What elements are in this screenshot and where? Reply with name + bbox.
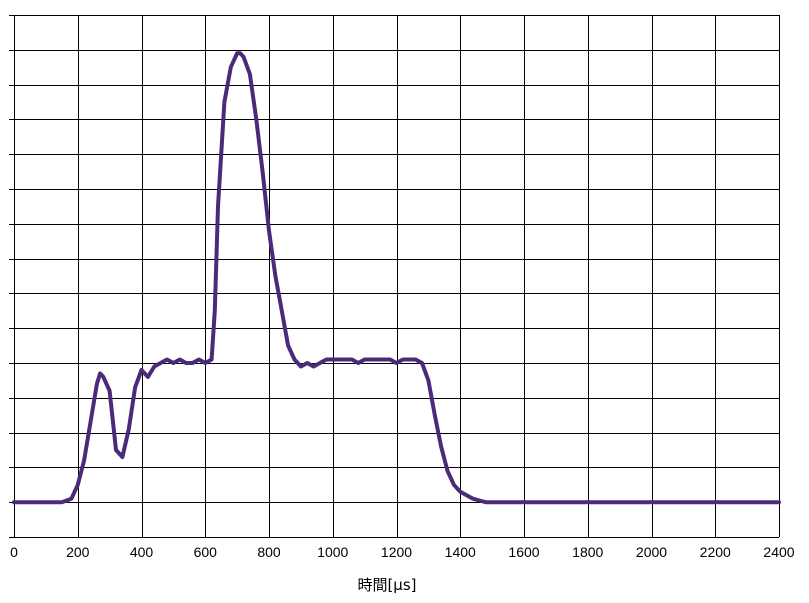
x-tick-label: 800: [257, 544, 281, 560]
x-tick-label: 1800: [572, 544, 603, 560]
x-tick-label: 1200: [381, 544, 412, 560]
x-tick-label: 1600: [508, 544, 539, 560]
x-tick-label: 400: [130, 544, 154, 560]
x-tick-label: 2000: [636, 544, 667, 560]
x-tick-label: 1000: [317, 544, 348, 560]
x-tick-label: 1400: [445, 544, 476, 560]
x-axis-label: 時間[μs]: [357, 576, 416, 594]
x-tick-label: 2200: [700, 544, 731, 560]
x-tick-label: 200: [66, 544, 90, 560]
y-gridlines: [14, 15, 779, 538]
x-tick-labels: 0 200 400 600 800 1000 1200 1400 1600 1800 2000 220…: [10, 544, 795, 560]
x-gridlines: [14, 15, 780, 537]
x-tick-label: 0: [10, 544, 18, 560]
x-tick-label: 2400: [763, 544, 794, 560]
y-tick-marks: [9, 15, 14, 538]
series-line: [12, 51, 781, 505]
x-tick-label: 600: [194, 544, 218, 560]
series-group: [12, 51, 781, 505]
